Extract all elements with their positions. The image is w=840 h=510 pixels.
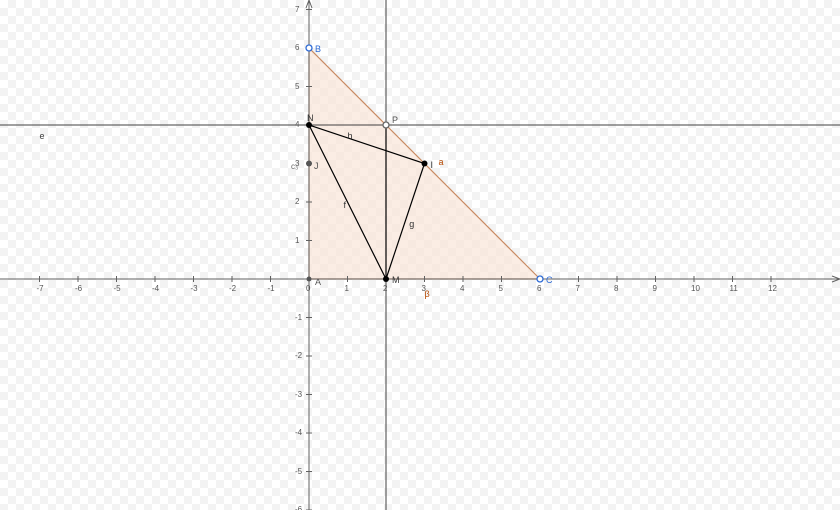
x-tick-label: 12 — [768, 284, 777, 293]
point-M — [383, 276, 389, 282]
x-tick-label: -4 — [152, 284, 159, 293]
point-label-C: C — [546, 275, 553, 285]
x-tick-label: 0 — [306, 284, 310, 293]
x-tick-label: 8 — [614, 284, 618, 293]
y-tick-label: 4 — [295, 120, 299, 129]
text-label-6: c₃ — [291, 162, 298, 171]
y-tick-label: -2 — [295, 351, 302, 360]
text-label-7: β — [425, 289, 430, 299]
x-tick-label: -7 — [37, 284, 44, 293]
y-tick-label: 6 — [295, 43, 299, 52]
point-label-J: J — [314, 161, 319, 171]
y-tick-label: 7 — [295, 5, 299, 14]
x-tick-label: 7 — [576, 284, 580, 293]
y-tick-label: -1 — [295, 313, 302, 322]
y-tick-label: 2 — [295, 197, 299, 206]
y-tick-label: -3 — [295, 390, 302, 399]
point-P — [383, 122, 389, 128]
x-tick-label: 2 — [383, 284, 387, 293]
text-label-4: f — [344, 200, 347, 210]
x-tick-label: -2 — [229, 284, 236, 293]
y-tick-label: -5 — [295, 467, 302, 476]
y-tick-label: 5 — [295, 82, 299, 91]
plot-svg — [0, 0, 840, 510]
x-tick-label: 11 — [730, 284, 738, 293]
x-tick-label: -3 — [191, 284, 198, 293]
y-tick-label: -4 — [295, 428, 302, 437]
x-tick-label: -6 — [75, 284, 82, 293]
text-label-5: g — [409, 219, 414, 229]
text-label-1: e — [40, 131, 45, 141]
x-tick-label: 4 — [460, 284, 464, 293]
point-label-P: P — [392, 115, 398, 125]
x-tick-label: -1 — [268, 284, 275, 293]
plot-canvas: -7-6-5-4-3-2-10123456789101112-6-5-4-3-2… — [0, 0, 840, 510]
x-tick-label: -5 — [114, 284, 121, 293]
text-label-2: h — [348, 131, 353, 141]
point-label-A: A — [315, 277, 321, 287]
x-tick-label: 5 — [499, 284, 503, 293]
x-tick-label: 10 — [691, 284, 700, 293]
point-label-M: M — [392, 275, 400, 285]
point-label-B: B — [315, 44, 321, 54]
text-label-3: a — [439, 157, 444, 167]
x-tick-label: 9 — [653, 284, 657, 293]
point-B — [306, 45, 312, 51]
point-label-N: N — [307, 113, 314, 123]
text-label-0: d — [394, 0, 399, 2]
y-tick-label: -6 — [295, 505, 302, 510]
point-label-I: I — [431, 160, 434, 170]
y-tick-label: 1 — [295, 236, 299, 245]
point-J — [306, 161, 312, 167]
point-C — [537, 276, 543, 282]
x-tick-label: 1 — [345, 284, 349, 293]
point-A — [307, 277, 312, 282]
x-tick-label: 6 — [537, 284, 541, 293]
point-I — [422, 161, 428, 167]
